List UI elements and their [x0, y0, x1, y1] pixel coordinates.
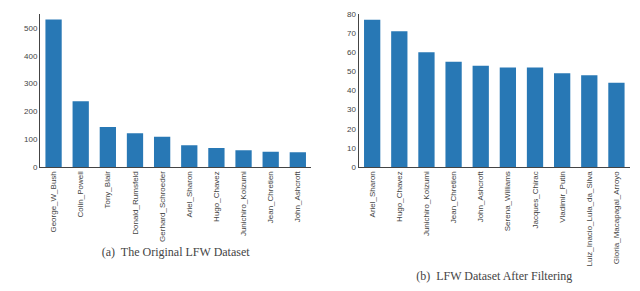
svg-text:Ariel_Sharon: Ariel_Sharon [368, 171, 377, 217]
svg-text:Hugo_Chavez: Hugo_Chavez [395, 171, 404, 222]
svg-text:20: 20 [347, 125, 356, 134]
svg-text:Jacques_Chirac: Jacques_Chirac [531, 171, 540, 228]
svg-text:0: 0 [33, 163, 38, 172]
svg-text:George_W_Bush: George_W_Bush [49, 171, 58, 232]
svg-text:Junichiro_Koizumi: Junichiro_Koizumi [239, 171, 248, 236]
svg-text:200: 200 [24, 107, 38, 116]
svg-text:30: 30 [347, 105, 356, 114]
svg-text:Tony_Blair: Tony_Blair [103, 171, 112, 209]
svg-text:10: 10 [347, 144, 356, 153]
svg-text:Vladimir_Putin: Vladimir_Putin [558, 171, 567, 223]
svg-text:500: 500 [24, 24, 38, 33]
svg-text:60: 60 [347, 48, 356, 57]
svg-text:Jean_Chretien: Jean_Chretien [449, 171, 458, 223]
svg-text:70: 70 [347, 29, 356, 38]
svg-text:0: 0 [352, 163, 357, 172]
svg-text:Hugo_Chavez: Hugo_Chavez [212, 171, 221, 222]
svg-text:300: 300 [24, 79, 38, 88]
svg-text:Ariel_Sharon: Ariel_Sharon [185, 171, 194, 217]
svg-text:50: 50 [347, 67, 356, 76]
svg-text:Jean_Chretien: Jean_Chretien [266, 171, 275, 223]
svg-text:Gloria_Macapagal_Arroyo: Gloria_Macapagal_Arroyo [612, 171, 621, 264]
svg-text:John_Ashcroft: John_Ashcroft [293, 170, 302, 222]
svg-text:Serena_Williams: Serena_Williams [503, 171, 512, 231]
svg-text:400: 400 [24, 52, 38, 61]
svg-text:Donald_Rumsfeld: Donald_Rumsfeld [131, 171, 140, 235]
svg-text:Junichiro_Koizumi: Junichiro_Koizumi [422, 171, 431, 236]
svg-text:100: 100 [24, 135, 38, 144]
svg-text:John_Ashcroft: John_Ashcroft [476, 170, 485, 222]
svg-text:80: 80 [347, 10, 356, 19]
svg-text:(b) LFW Dataset After Filteri: (b) LFW Dataset After Filtering [416, 269, 572, 283]
svg-text:(a) The Original LFW Dataset: (a) The Original LFW Dataset [102, 245, 251, 259]
svg-text:Gerhard_Schroeder: Gerhard_Schroeder [158, 171, 167, 242]
svg-text:Colin_Powell: Colin_Powell [76, 171, 85, 217]
svg-text:40: 40 [347, 86, 356, 95]
svg-text:Luiz_Inacio_Lula_da_Silva: Luiz_Inacio_Lula_da_Silva [585, 171, 594, 267]
